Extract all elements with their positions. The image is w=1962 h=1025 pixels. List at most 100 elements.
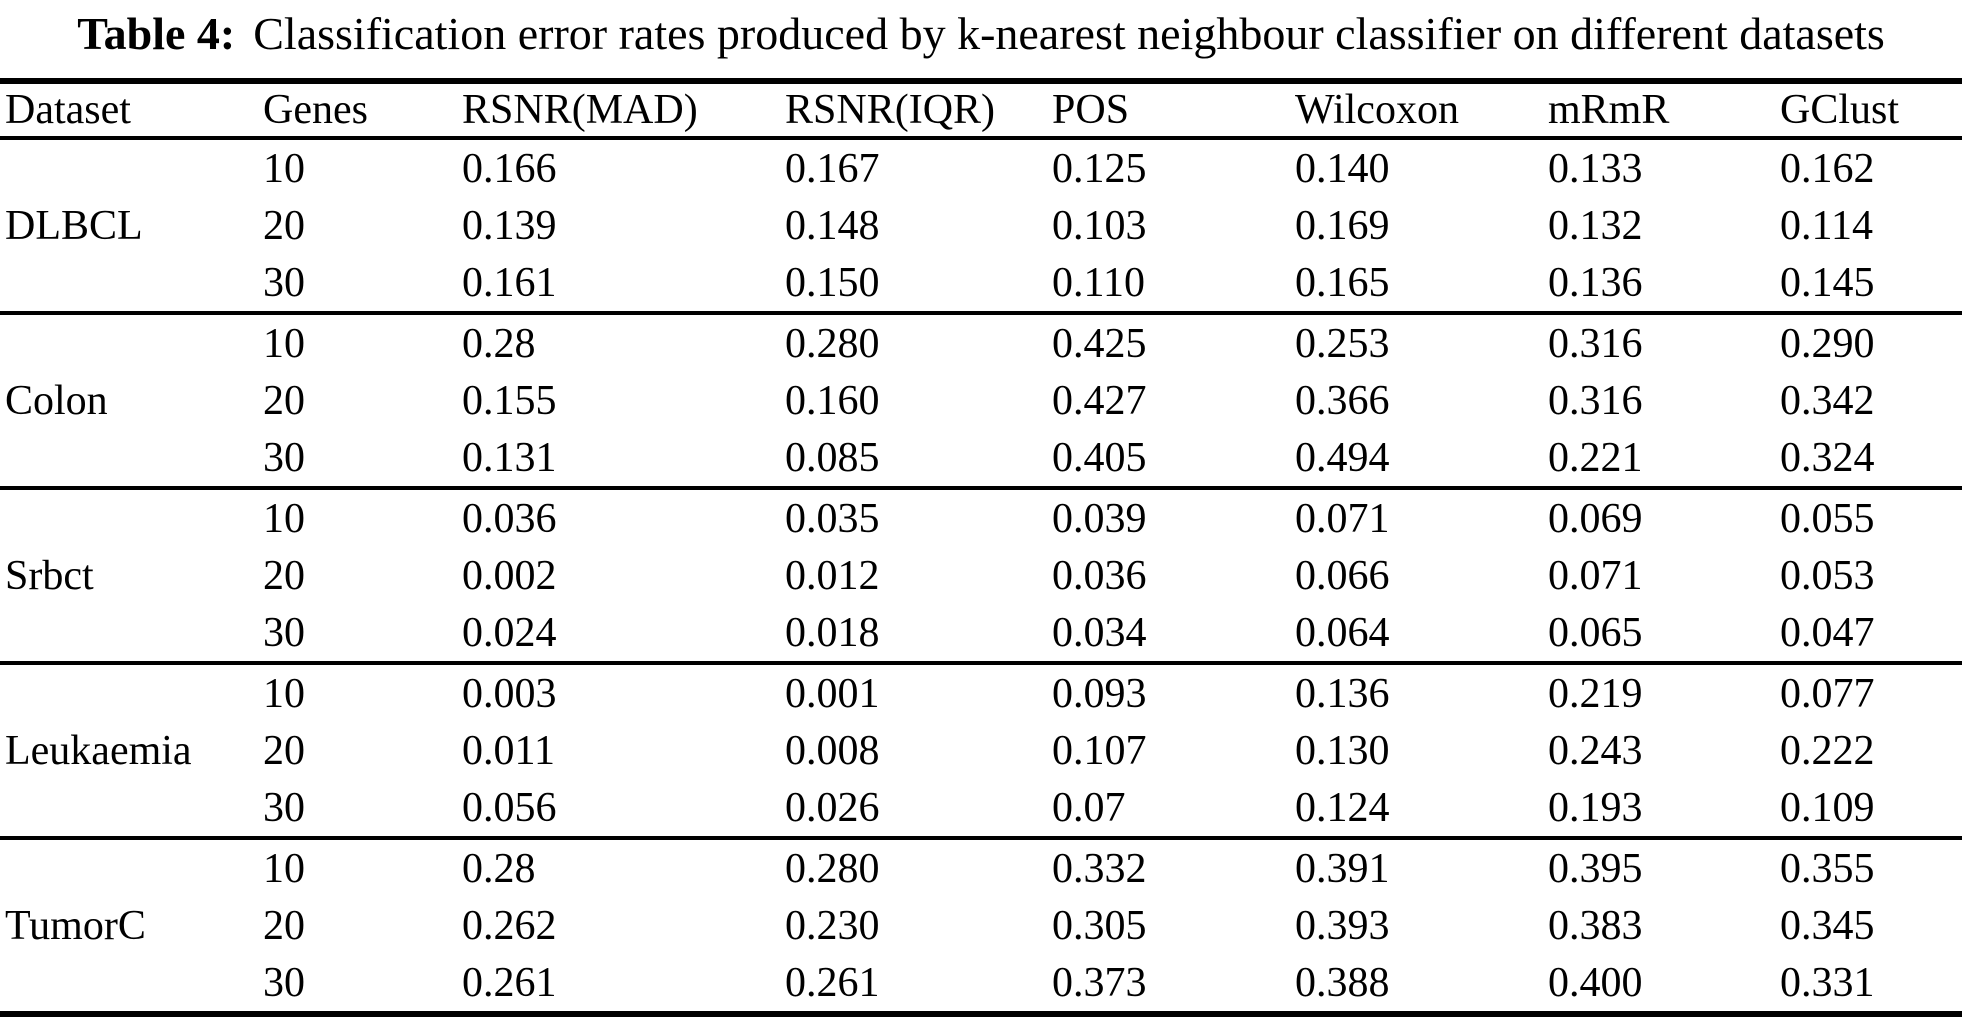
- dataset-cell: Leukaemia: [5, 727, 192, 774]
- error-rate-cell: 0.253: [1295, 320, 1390, 367]
- table-caption-text: Classification error rates produced by k…: [253, 8, 1885, 59]
- column-header-rsnr-mad: RSNR(MAD): [462, 87, 698, 133]
- error-rate-cell: 0.388: [1295, 959, 1390, 1006]
- error-rate-cell: 0.107: [1052, 727, 1147, 774]
- error-rate-cell: 0.427: [1052, 377, 1147, 424]
- error-rate-cell: 0.162: [1780, 145, 1875, 192]
- header-row: Dataset Genes RSNR(MAD) RSNR(IQR) POS Wi…: [0, 81, 1962, 138]
- dataset-cell: Srbct: [5, 552, 94, 599]
- table-row: 10 0.166 0.167 0.125 0.140 0.133 0.162: [0, 138, 1962, 197]
- genes-cell: 20: [263, 902, 305, 949]
- error-rate-cell: 0.002: [462, 552, 557, 599]
- column-header-gclust: GClust: [1780, 87, 1900, 133]
- error-rate-cell: 0.011: [462, 727, 555, 774]
- error-rate-cell: 0.065: [1548, 609, 1643, 656]
- error-rate-cell: 0.136: [1295, 670, 1390, 717]
- dataset-cell: [0, 138, 263, 197]
- error-rate-cell: 0.093: [1052, 670, 1147, 717]
- error-rate-cell: 0.366: [1295, 377, 1390, 424]
- error-rate-cell: 0.383: [1548, 902, 1643, 949]
- dataset-cell: TumorC: [5, 902, 146, 949]
- table-row: 30 0.161 0.150 0.110 0.165 0.136 0.145: [0, 254, 1962, 313]
- error-rate-cell: 0.077: [1780, 670, 1875, 717]
- genes-cell: 10: [263, 670, 305, 717]
- error-rate-cell: 0.133: [1548, 145, 1643, 192]
- genes-cell: 20: [263, 377, 305, 424]
- genes-cell: 20: [263, 727, 305, 774]
- error-rate-cell: 0.008: [785, 727, 880, 774]
- error-rate-cell: 0.125: [1052, 145, 1147, 192]
- error-rate-cell: 0.425: [1052, 320, 1147, 367]
- column-header-mrmr: mRmR: [1548, 87, 1670, 133]
- error-rate-cell: 0.066: [1295, 552, 1390, 599]
- genes-cell: 20: [263, 202, 305, 249]
- table-caption-label: Table 4:: [77, 8, 236, 59]
- table-row: DLBCL 20 0.139 0.148 0.103 0.169 0.132 0.114: [0, 197, 1962, 254]
- error-rate-cell: 0.28: [462, 845, 536, 892]
- error-rate-cell: 0.055: [1780, 495, 1875, 542]
- error-rate-cell: 0.150: [785, 259, 880, 306]
- error-rate-cell: 0.001: [785, 670, 880, 717]
- genes-cell: 30: [263, 259, 305, 306]
- dataset-cell: [0, 604, 263, 663]
- table-body: 10 0.166 0.167 0.125 0.140 0.133 0.162 DLBCL 20 0…: [0, 138, 1962, 1014]
- table-row: 10 0.036 0.035 0.039 0.071 0.069 0.055: [0, 488, 1962, 547]
- error-rate-cell: 0.219: [1548, 670, 1643, 717]
- error-rate-cell: 0.169: [1295, 202, 1390, 249]
- error-rate-cell: 0.136: [1548, 259, 1643, 306]
- genes-cell: 10: [263, 320, 305, 367]
- table-row: 30 0.261 0.261 0.373 0.388 0.400 0.331: [0, 954, 1962, 1014]
- error-rate-cell: 0.332: [1052, 845, 1147, 892]
- error-rate-cell: 0.131: [462, 434, 557, 481]
- error-rate-cell: 0.139: [462, 202, 557, 249]
- error-rate-cell: 0.324: [1780, 434, 1875, 481]
- error-rate-cell: 0.165: [1295, 259, 1390, 306]
- table-row: 10 0.003 0.001 0.093 0.136 0.219 0.077: [0, 663, 1962, 722]
- error-rate-cell: 0.012: [785, 552, 880, 599]
- error-rate-cell: 0.148: [785, 202, 880, 249]
- table-row: 30 0.056 0.026 0.07 0.124 0.193 0.109: [0, 779, 1962, 838]
- column-header-rsnr-iqr: RSNR(IQR): [785, 87, 996, 133]
- error-rate-cell: 0.243: [1548, 727, 1643, 774]
- error-rate-cell: 0.400: [1548, 959, 1643, 1006]
- error-rate-cell: 0.056: [462, 784, 557, 831]
- error-rate-cell: 0.018: [785, 609, 880, 656]
- error-rate-cell: 0.124: [1295, 784, 1390, 831]
- error-rate-cell: 0.262: [462, 902, 557, 949]
- genes-cell: 30: [263, 434, 305, 481]
- error-rate-cell: 0.160: [785, 377, 880, 424]
- error-rate-cell: 0.140: [1295, 145, 1390, 192]
- error-rate-cell: 0.316: [1548, 377, 1643, 424]
- dataset-cell: [0, 838, 263, 897]
- error-rate-cell: 0.405: [1052, 434, 1147, 481]
- error-rate-cell: 0.331: [1780, 959, 1875, 1006]
- error-rate-cell: 0.261: [785, 959, 880, 1006]
- dataset-cell: [0, 313, 263, 372]
- table-row: Srbct 20 0.002 0.012 0.036 0.066 0.071 0.053: [0, 547, 1962, 604]
- error-rate-cell: 0.053: [1780, 552, 1875, 599]
- error-rate-cell: 0.290: [1780, 320, 1875, 367]
- error-rate-cell: 0.085: [785, 434, 880, 481]
- dataset-cell: [0, 779, 263, 838]
- error-rate-cell: 0.395: [1548, 845, 1643, 892]
- genes-cell: 10: [263, 495, 305, 542]
- error-rate-cell: 0.391: [1295, 845, 1390, 892]
- error-rate-cell: 0.035: [785, 495, 880, 542]
- error-rate-cell: 0.003: [462, 670, 557, 717]
- error-rate-cell: 0.316: [1548, 320, 1643, 367]
- error-rate-cell: 0.342: [1780, 377, 1875, 424]
- column-header-genes: Genes: [263, 87, 368, 133]
- error-rate-cell: 0.161: [462, 259, 557, 306]
- genes-cell: 20: [263, 552, 305, 599]
- error-rate-cell: 0.166: [462, 145, 557, 192]
- table-row: 10 0.28 0.280 0.332 0.391 0.395 0.355: [0, 838, 1962, 897]
- dataset-cell: [0, 429, 263, 488]
- error-rate-cell: 0.280: [785, 845, 880, 892]
- error-rate-cell: 0.373: [1052, 959, 1147, 1006]
- error-rate-cell: 0.221: [1548, 434, 1643, 481]
- error-rate-cell: 0.024: [462, 609, 557, 656]
- error-rate-cell: 0.036: [462, 495, 557, 542]
- genes-cell: 30: [263, 959, 305, 1006]
- table-row: 30 0.131 0.085 0.405 0.494 0.221 0.324: [0, 429, 1962, 488]
- error-rate-cell: 0.109: [1780, 784, 1875, 831]
